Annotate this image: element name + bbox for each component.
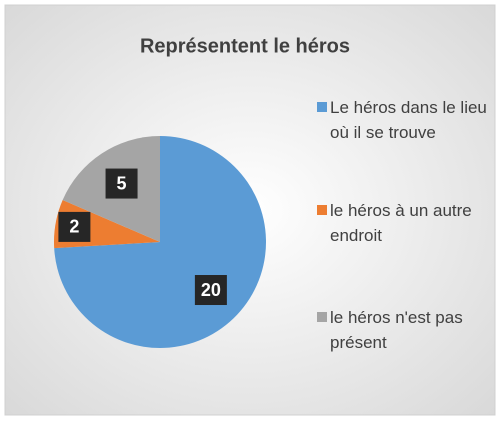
legend-swatch	[317, 312, 327, 322]
data-label: 5	[117, 173, 127, 193]
legend-swatch	[317, 102, 327, 112]
data-label-box	[58, 211, 91, 242]
data-label: 20	[201, 280, 221, 300]
data-label-box	[194, 275, 227, 306]
legend-entry: Le héros dans le lieu où il se trouve	[317, 95, 490, 145]
legend-entry: le héros à un autre endroit	[317, 198, 490, 248]
legend-label: le héros n'est pas présent	[330, 308, 463, 352]
chart-title: Représentent le héros	[140, 35, 350, 57]
data-label: 2	[69, 217, 79, 237]
legend-swatch	[317, 205, 327, 215]
legend-label: le héros à un autre endroit	[330, 201, 472, 245]
legend-entry: le héros n'est pas présent	[317, 305, 490, 355]
data-label-box	[105, 168, 138, 199]
legend-label: Le héros dans le lieu où il se trouve	[330, 98, 487, 142]
